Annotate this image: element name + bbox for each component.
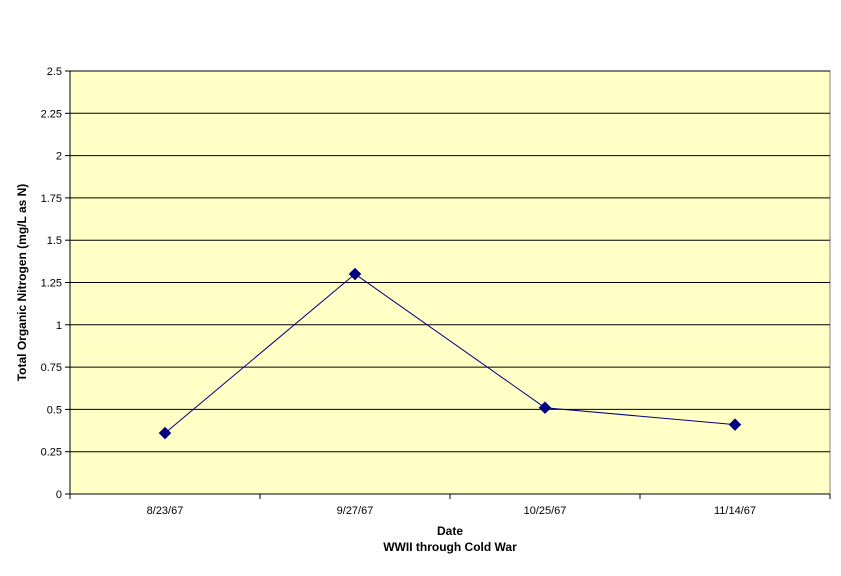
- y-tick-label: 1.5: [47, 235, 62, 247]
- data-point: [728, 418, 742, 431]
- y-axis-title: Total Organic Nitrogen (mg/L as N): [15, 184, 29, 382]
- x-axis-subtitle: WWII through Cold War: [383, 540, 517, 554]
- series-line: [164, 273, 736, 434]
- x-tick-label: 9/27/67: [337, 505, 374, 517]
- y-tick-label: 0.75: [41, 362, 62, 374]
- gridlines: [70, 70, 830, 453]
- axes: 0 0.25 0.5 0.75 1 1.25 1.5 1.75 2 2.25 2.5 8/23/67 9…: [41, 66, 831, 517]
- x-tick-label: 8/23/67: [147, 505, 184, 517]
- y-tick-label: 2.25: [41, 108, 62, 120]
- series: [158, 267, 742, 440]
- data-point: [348, 267, 362, 281]
- y-tick-label: 2: [56, 151, 62, 163]
- y-tick-label: 0.5: [47, 404, 62, 416]
- y-tick-label: 1: [56, 320, 62, 332]
- x-tick-label: 10/25/67: [524, 505, 567, 517]
- y-tick-label: 2.5: [47, 66, 62, 78]
- x-axis-title: Date: [437, 524, 463, 538]
- y-tick-label: 1.25: [41, 278, 62, 290]
- data-point: [538, 401, 552, 415]
- y-tick-label: 1.75: [41, 193, 62, 205]
- x-tick-label: 11/14/67: [714, 505, 756, 517]
- y-tick-label: 0: [56, 489, 62, 501]
- y-tick-label: 0.25: [41, 447, 62, 459]
- data-point: [158, 426, 172, 440]
